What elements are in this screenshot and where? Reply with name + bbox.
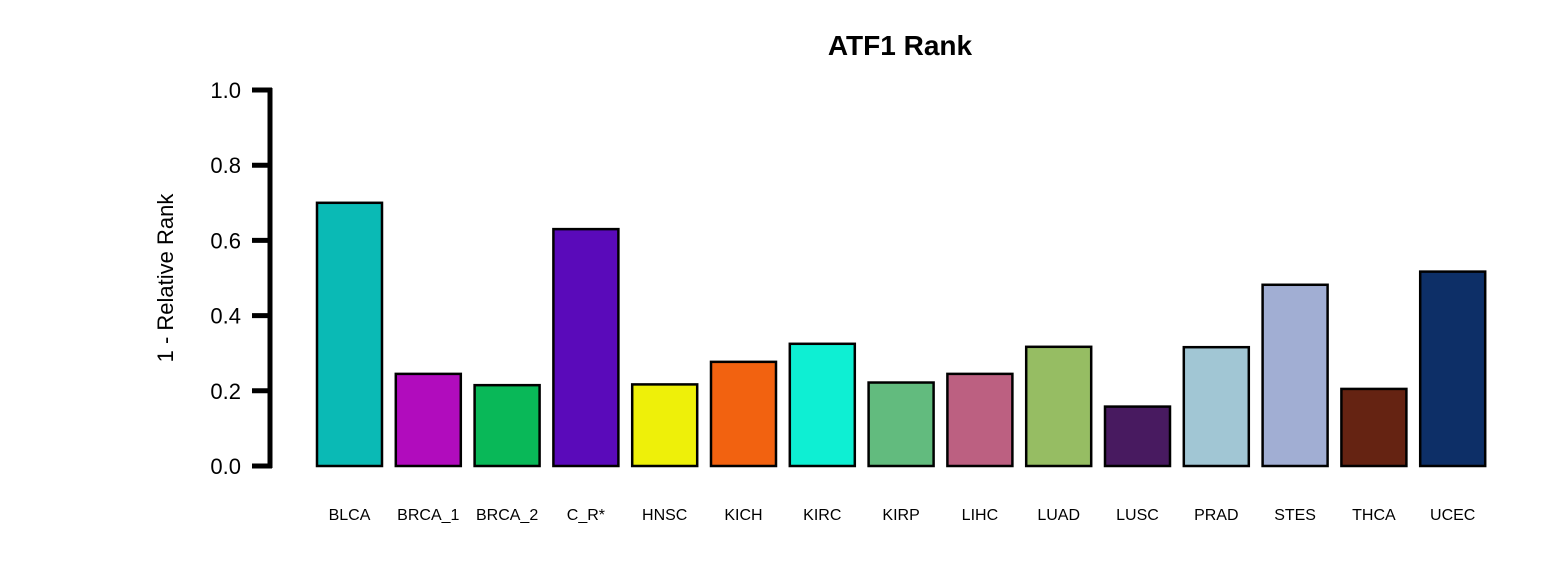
x-tick-label: KICH bbox=[724, 507, 762, 524]
bar-lusc bbox=[1103, 405, 1172, 468]
y-tick-label: 0.6 bbox=[210, 228, 241, 253]
bar-luad bbox=[1024, 345, 1093, 468]
y-tick-label: 0.2 bbox=[210, 379, 241, 404]
y-tick-label: 0.8 bbox=[210, 153, 241, 178]
bar-stes bbox=[1261, 283, 1329, 468]
x-tick-label: KIRC bbox=[803, 507, 841, 524]
x-tick-label: STES bbox=[1274, 507, 1316, 524]
bar-brca-1 bbox=[394, 372, 463, 468]
x-tick-label: LIHC bbox=[962, 507, 998, 524]
x-tick-label: BRCA_1 bbox=[397, 507, 459, 524]
bar-kirp bbox=[867, 381, 935, 468]
x-tick-label: BLCA bbox=[329, 507, 371, 524]
x-axis-labels: BLCA BRCA_1 BRCA_2 C_R* HNSC KICH KIRC KIRP LIHC… bbox=[329, 507, 1476, 524]
x-tick-label: C_R* bbox=[567, 507, 605, 524]
x-tick-label: HNSC bbox=[642, 507, 687, 524]
chart-title: ATF1 Rank bbox=[828, 30, 973, 61]
bar-kich bbox=[709, 360, 778, 468]
y-axis-label: 1 - Relative Rank bbox=[153, 193, 178, 363]
x-tick-label: LUAD bbox=[1037, 507, 1080, 524]
bars-group bbox=[315, 201, 1487, 468]
y-tick-label: 0.4 bbox=[210, 304, 241, 329]
x-tick-label: UCEC bbox=[1430, 507, 1475, 524]
bar-thca bbox=[1340, 387, 1408, 468]
bar-blca bbox=[315, 201, 384, 468]
x-tick-label: LUSC bbox=[1116, 507, 1159, 524]
bar-c-r bbox=[552, 227, 620, 468]
bar-lihc bbox=[946, 372, 1014, 468]
bar-kirc bbox=[788, 342, 857, 468]
x-tick-label: THCA bbox=[1352, 507, 1396, 524]
y-axis-ticks: 0.0 0.2 0.4 0.6 0.8 1.0 bbox=[210, 78, 272, 479]
x-tick-label: PRAD bbox=[1194, 507, 1238, 524]
y-tick-label: 1.0 bbox=[210, 78, 241, 103]
x-tick-label: BRCA_2 bbox=[476, 507, 538, 524]
bar-ucec bbox=[1418, 270, 1487, 468]
x-tick-label: KIRP bbox=[882, 507, 919, 524]
bar-hnsc bbox=[630, 383, 699, 468]
y-tick-label: 0.0 bbox=[210, 454, 241, 479]
bar-brca-2 bbox=[473, 383, 541, 468]
bar-prad bbox=[1182, 345, 1251, 468]
